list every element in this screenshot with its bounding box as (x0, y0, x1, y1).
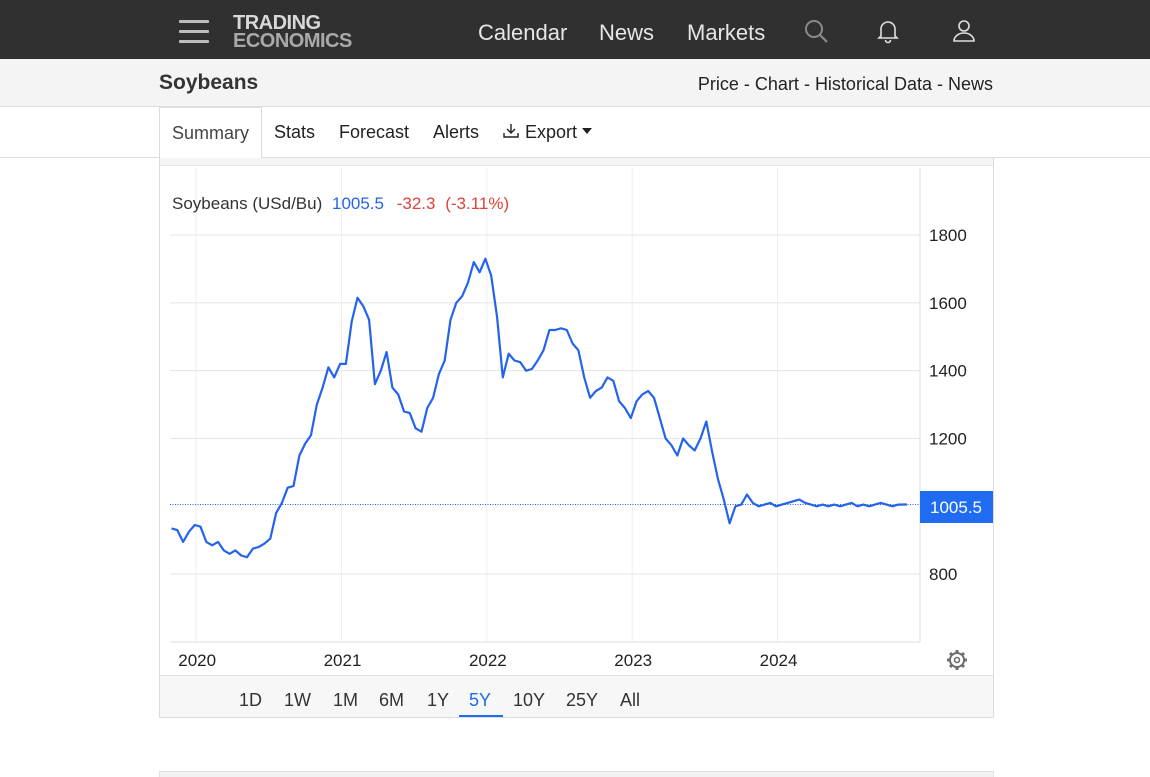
range-5y[interactable]: 5Y (469, 690, 492, 710)
y-axis-labels: 1800 1600 1400 1200 800 (929, 226, 967, 584)
y-tick-label: 1200 (929, 430, 967, 449)
tab-summary[interactable]: Summary (159, 107, 263, 159)
last-price-label-bg (920, 491, 993, 523)
nav-calendar[interactable]: Calendar (478, 20, 568, 45)
chart-grid (170, 168, 921, 643)
range-1m[interactable]: 1M (333, 690, 359, 710)
top-navigation-bar: TRADING ECONOMICS Calendar News Markets (0, 0, 1150, 59)
x-tick-label: 2024 (760, 651, 798, 670)
tab-export[interactable]: Export (502, 107, 593, 158)
x-axis-labels: 2020 2021 2022 2023 2024 (178, 651, 797, 670)
chart-change: -32.3 (397, 194, 436, 213)
link-news[interactable]: News (947, 74, 993, 94)
range-1y[interactable]: 1Y (427, 690, 450, 710)
caret-down-icon (582, 128, 593, 134)
link-historical-data[interactable]: Historical Data (814, 74, 932, 94)
y-tick-label: 800 (929, 565, 957, 584)
range-all[interactable]: All (620, 690, 641, 710)
y-tick-label: 1800 (929, 226, 967, 245)
last-price-label: 1005.5 (930, 498, 982, 517)
series-line-soybeans (171, 257, 907, 559)
x-tick-label: 2020 (178, 651, 216, 670)
export-label: Export (525, 122, 578, 142)
logo[interactable]: TRADING ECONOMICS (233, 12, 352, 52)
bell-icon[interactable] (875, 18, 901, 44)
chart-legend: Soybeans (USd/Bu) 1005.5 -32.3 (-3.11%) (172, 194, 509, 213)
tabs-row: Summary Stats Forecast Alerts Export (0, 107, 1150, 159)
chart-top-strip (160, 158, 993, 166)
link-separator: - (738, 74, 755, 94)
y-tick-label: 1600 (929, 294, 967, 313)
x-tick-label: 2021 (324, 651, 362, 670)
range-1d[interactable]: 1D (239, 690, 263, 710)
user-icon[interactable] (951, 18, 977, 44)
hamburger-menu-icon[interactable] (179, 20, 209, 44)
logo-line-1: TRADING (233, 12, 321, 34)
chart-last-value: 1005.5 (332, 194, 384, 213)
tab-alerts[interactable]: Alerts (433, 122, 480, 142)
tab-stats[interactable]: Stats (274, 122, 316, 142)
gear-icon[interactable] (947, 650, 967, 670)
link-price[interactable]: Price (697, 74, 739, 94)
price-chart[interactable]: 1800 1600 1400 1200 800 2020 2021 2022 2023 2024… (160, 158, 993, 675)
nav-news[interactable]: News (599, 20, 655, 45)
next-section-edge (159, 771, 994, 777)
link-separator: - (798, 74, 815, 94)
active-range-underline (459, 715, 503, 717)
range-6m[interactable]: 6M (379, 690, 405, 710)
x-tick-label: 2022 (469, 651, 507, 670)
tab-forecast[interactable]: Forecast (339, 122, 410, 142)
link-chart[interactable]: Chart (754, 74, 799, 94)
search-icon[interactable] (803, 18, 829, 44)
breadcrumb-links: Price - Chart - Historical Data - News (698, 74, 993, 95)
link-separator: - (931, 74, 948, 94)
range-selector: 1D 1W 1M 6M 1Y 5Y 10Y 25Y All (160, 675, 993, 717)
chart-title: Soybeans (USd/Bu) (172, 194, 322, 213)
download-icon (503, 124, 519, 138)
chart-change-pct: (-3.11%) (445, 194, 509, 213)
page-title: Soybeans (159, 71, 259, 94)
x-tick-label: 2023 (614, 651, 652, 670)
chart-panel: 1800 1600 1400 1200 800 2020 2021 2022 2023 2024… (159, 158, 994, 718)
title-bar: Soybeans Price - Chart - Historical Data… (0, 59, 1150, 107)
range-25y[interactable]: 25Y (566, 690, 599, 710)
y-tick-label: 1400 (929, 362, 967, 381)
nav-markets[interactable]: Markets (687, 20, 766, 45)
logo-line-2: ECONOMICS (233, 30, 352, 52)
range-10y[interactable]: 10Y (513, 690, 546, 710)
range-1w[interactable]: 1W (284, 690, 311, 710)
